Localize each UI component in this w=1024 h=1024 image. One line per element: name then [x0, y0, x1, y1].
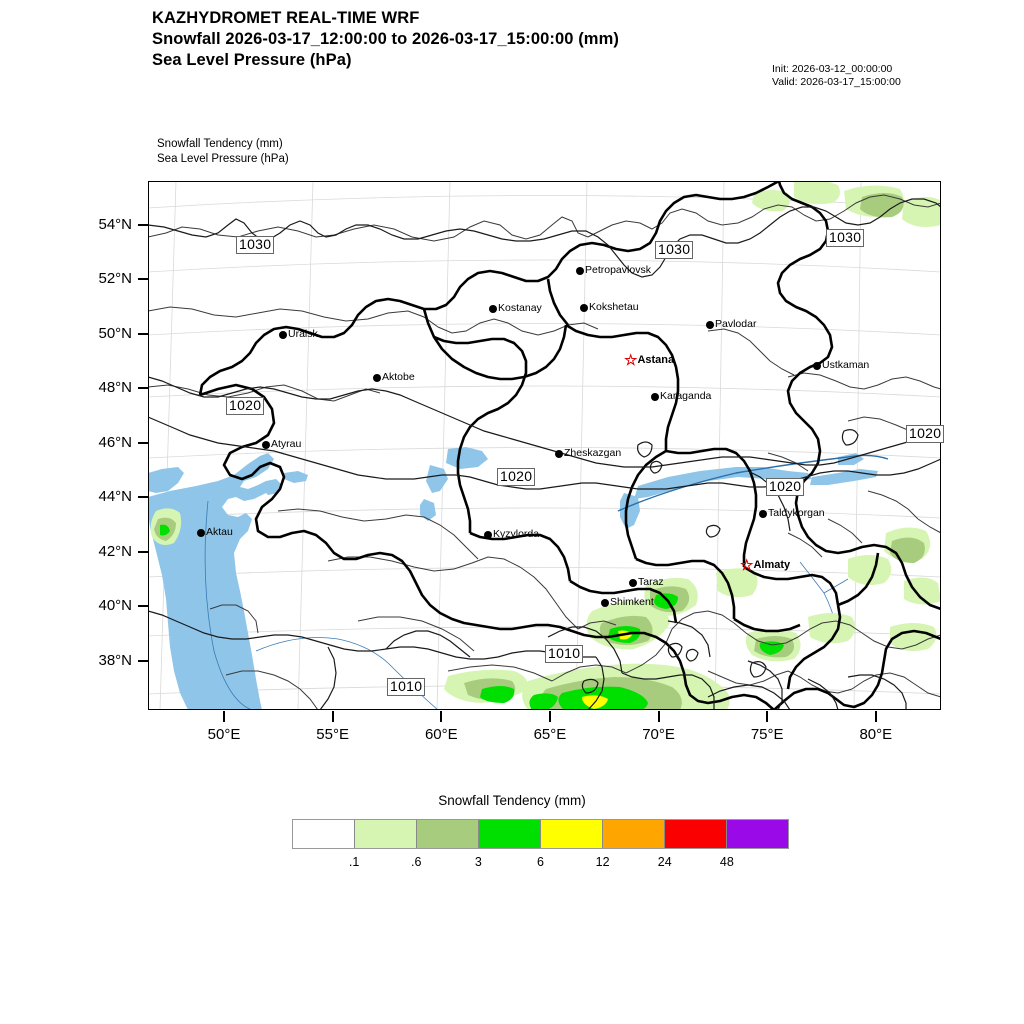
y-tick-44°N: 44°N: [98, 488, 132, 506]
field-label-pressure: Sea Level Pressure (hPa): [157, 152, 289, 165]
title-line-3: Sea Level Pressure (hPa): [152, 51, 352, 69]
colorbar-tick-3: 3: [474, 855, 482, 869]
colorbar-segment-3: [478, 820, 540, 848]
colorbar: [292, 819, 789, 849]
colorbar-segment-4: [540, 820, 602, 848]
x-tick-mark: [223, 711, 226, 722]
colorbar-tick-24: 24: [657, 855, 672, 869]
x-tick-55°E: 55°E: [316, 726, 349, 743]
x-tick-mark: [657, 711, 660, 722]
kazakhstan-border: [198, 181, 941, 710]
title-line-1: KAZHYDROMET REAL-TIME WRF: [152, 9, 420, 27]
field-label-block: Snowfall Tendency (mm) Sea Level Pressur…: [157, 137, 289, 166]
y-tick-mark: [138, 496, 149, 499]
y-tick-48°N: 48°N: [98, 379, 132, 397]
graticule: [148, 181, 941, 710]
x-tick-70°E: 70°E: [642, 726, 675, 743]
colorbar-segment-6: [664, 820, 726, 848]
x-tick-mark: [766, 711, 769, 722]
colorbar-tick-.6: .6: [411, 855, 422, 869]
colorbar-segment-7: [726, 820, 788, 848]
y-tick-mark: [138, 550, 149, 553]
lake-balkhash-outline: [617, 454, 889, 512]
y-tick-mark: [138, 605, 149, 608]
y-tick-54°N: 54°N: [98, 215, 132, 233]
init-time: Init: 2026-03-12_00:00:00: [772, 63, 893, 75]
x-tick-60°E: 60°E: [424, 726, 458, 743]
init-valid-block: Init: 2026-03-12_00:00:00 Valid: 2026-03…: [772, 63, 901, 89]
y-tick-mark: [138, 441, 149, 444]
snowfall-shading: [150, 181, 941, 710]
colorbar-segment-0: [293, 820, 354, 848]
y-tick-mark: [138, 659, 149, 662]
map-panel: [148, 181, 941, 710]
valid-time: Valid: 2026-03-17_15:00:00: [772, 76, 901, 88]
y-tick-40°N: 40°N: [98, 597, 132, 615]
x-tick-mark: [548, 711, 551, 722]
y-tick-mark: [138, 387, 149, 390]
x-tick-mark: [874, 711, 877, 722]
x-axis-labels: 50°E 55°E 60°E 65°E 70°E 75°E 80°E: [110, 726, 990, 752]
colorbar-segment-5: [602, 820, 664, 848]
coastline-and-country-borders: [148, 194, 941, 710]
colorbar-tick-12: 12: [595, 855, 610, 869]
x-tick-mark: [331, 711, 334, 722]
colorbar-tick-.1: .1: [348, 855, 360, 869]
field-label-snowfall: Snowfall Tendency (mm): [157, 138, 283, 150]
y-tick-50°N: 50°N: [98, 324, 132, 342]
colorbar-tick-48: 48: [719, 855, 734, 869]
y-tick-mark: [138, 223, 149, 226]
y-tick-mark: [138, 278, 149, 281]
x-tick-75°E: 75°E: [750, 726, 784, 743]
pressure-contours: [148, 198, 941, 710]
colorbar-segment-1: [354, 820, 416, 848]
x-tick-80°E: 80°E: [859, 726, 893, 743]
title-block: KAZHYDROMET REAL-TIME WRF Snowfall 2026-…: [152, 8, 619, 71]
y-tick-42°N: 42°N: [98, 542, 132, 560]
y-tick-46°N: 46°N: [98, 433, 132, 451]
weather-map: [148, 181, 941, 710]
colorbar-tick-6: 6: [537, 855, 544, 869]
y-tick-mark: [138, 332, 149, 335]
x-tick-65°E: 65°E: [533, 726, 567, 743]
y-tick-38°N: 38°N: [98, 651, 132, 669]
colorbar-title: Snowfall Tendency (mm): [438, 793, 586, 808]
y-tick-52°N: 52°N: [98, 270, 132, 288]
title-line-2: Snowfall 2026-03-17_12:00:00 to 2026-03-…: [152, 30, 619, 48]
colorbar-tick-labels: .1 .6 3 6 12 24 48: [292, 855, 789, 875]
y-axis-labels: 38°N 40°N 42°N 44°N 46°N 48°N 50°N 52°N 54°N: [60, 181, 138, 710]
colorbar-segment-2: [416, 820, 478, 848]
x-tick-50°E: 50°E: [207, 726, 241, 743]
x-tick-mark: [440, 711, 443, 722]
